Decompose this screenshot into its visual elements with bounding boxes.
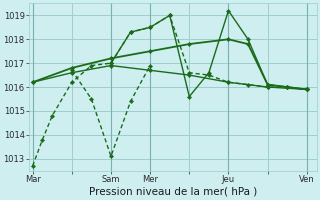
X-axis label: Pression niveau de la mer( hPa ): Pression niveau de la mer( hPa ) <box>89 187 257 197</box>
